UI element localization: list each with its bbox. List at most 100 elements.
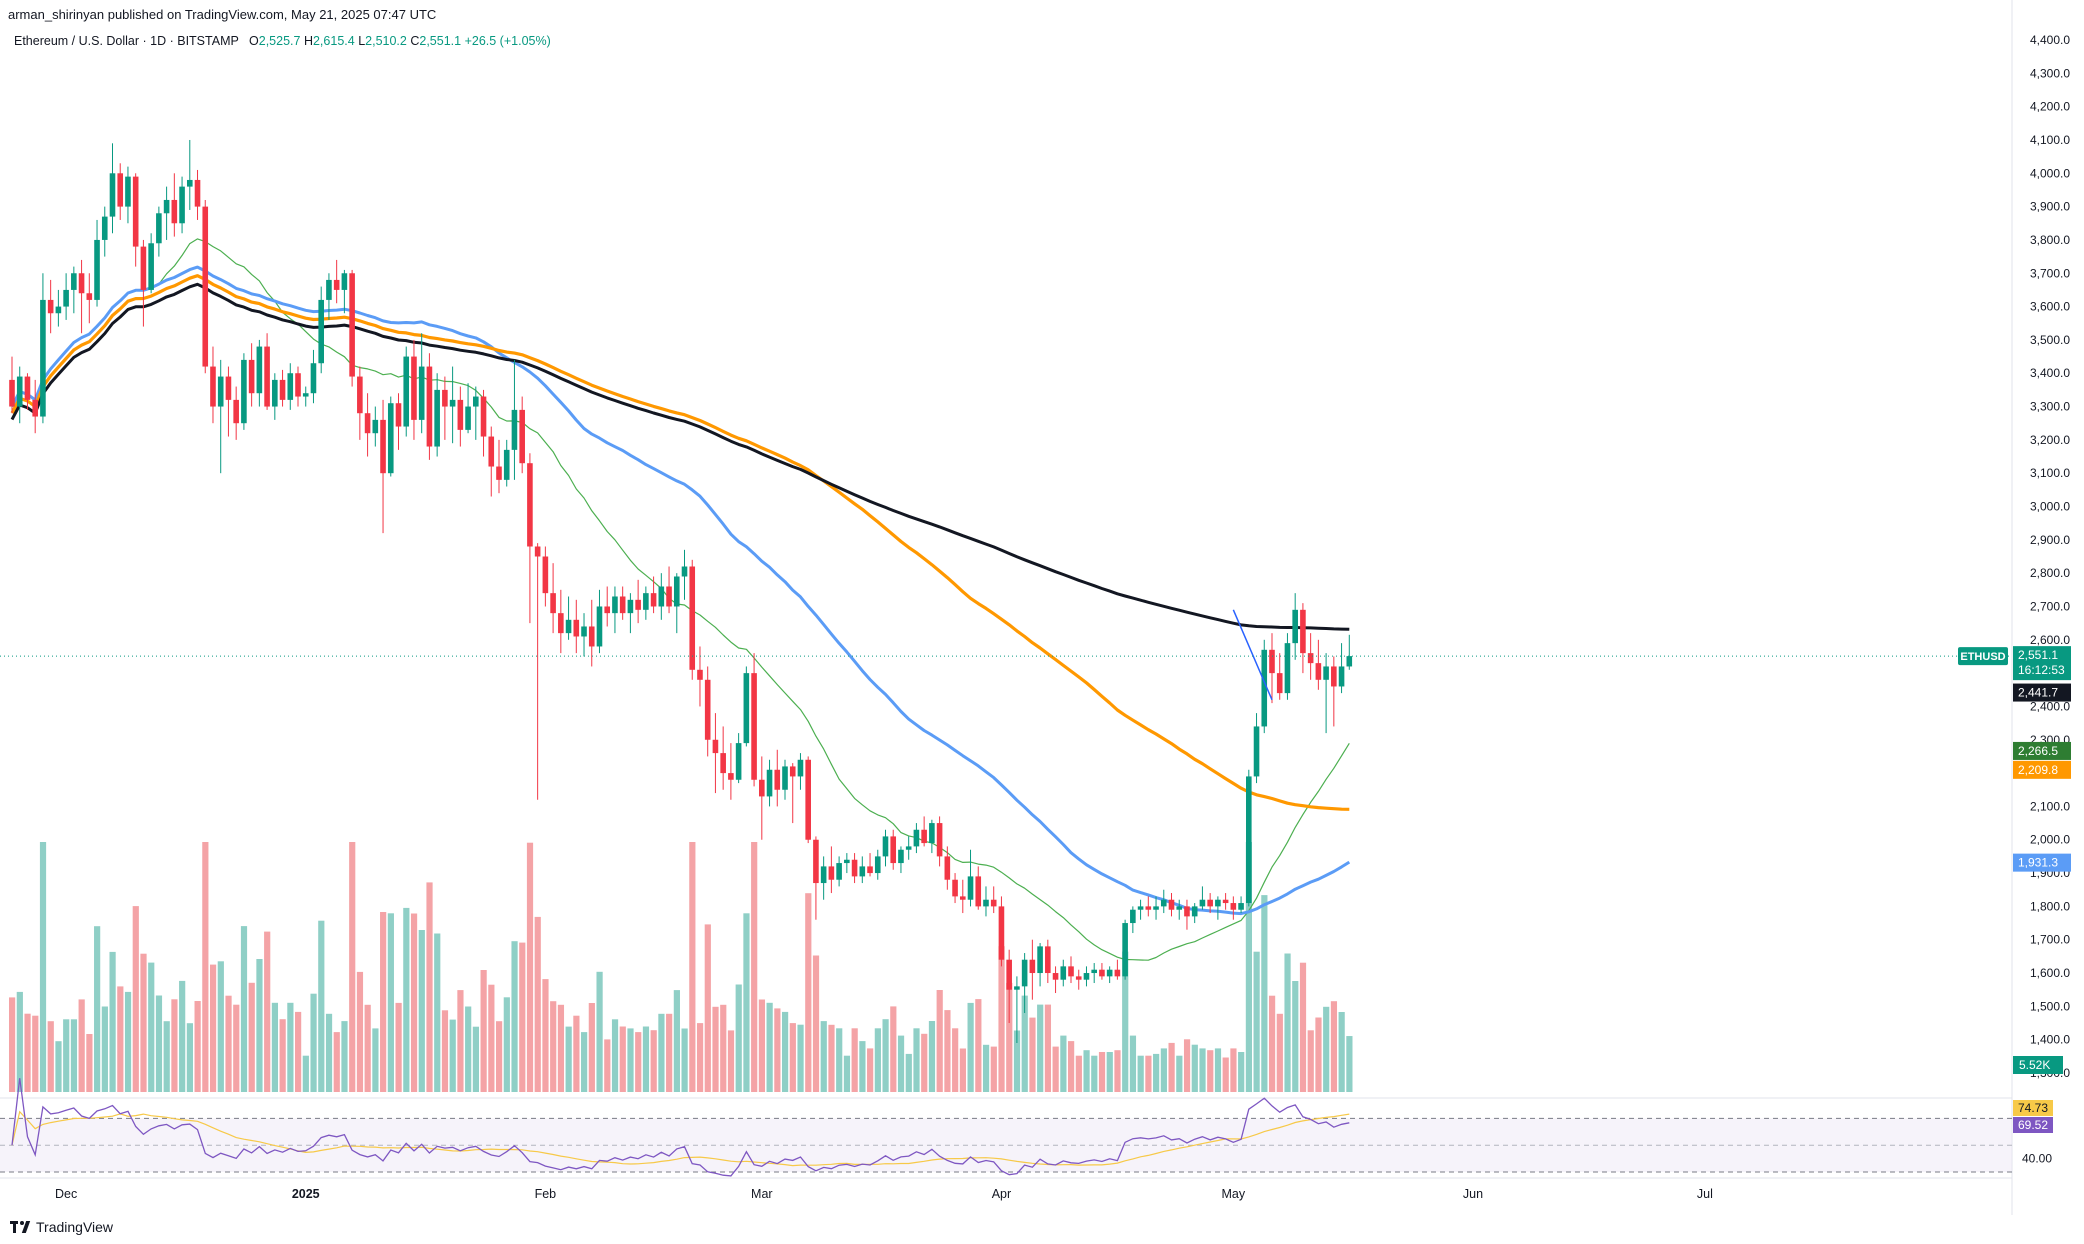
volume-bar bbox=[1129, 1035, 1137, 1092]
published-by: arman_shirinyan published on TradingView… bbox=[8, 7, 437, 22]
candle-body bbox=[78, 273, 85, 294]
candle-body bbox=[1253, 726, 1260, 777]
volume-bar bbox=[859, 1041, 866, 1092]
candle-body bbox=[797, 759, 804, 777]
volume-value: 5.52K bbox=[2019, 1058, 2050, 1072]
candle-body bbox=[588, 626, 595, 647]
candle-body bbox=[1323, 666, 1329, 680]
candle-body bbox=[1083, 973, 1090, 980]
candle-body bbox=[1191, 906, 1198, 917]
volume-bar bbox=[395, 1002, 402, 1092]
candle-body bbox=[704, 679, 711, 740]
candle-body bbox=[751, 673, 757, 780]
candle-body bbox=[202, 206, 209, 367]
volume-bar bbox=[565, 1026, 572, 1092]
volume-bar bbox=[874, 1028, 881, 1092]
candle-body bbox=[627, 599, 634, 614]
y-tick-label: 1,700.0 bbox=[2030, 933, 2070, 947]
volume-bar bbox=[921, 1033, 928, 1092]
volume-bar bbox=[1160, 1048, 1167, 1092]
volume-bar bbox=[1044, 1004, 1052, 1092]
volume-bar bbox=[225, 995, 232, 1092]
tradingview-logo[interactable]: TradingView bbox=[10, 1219, 113, 1235]
candle-body bbox=[820, 866, 827, 884]
y-tick-label: 4,300.0 bbox=[2030, 66, 2070, 80]
volume-bar bbox=[843, 1055, 851, 1092]
candle-body bbox=[186, 179, 193, 187]
candle-body bbox=[1153, 906, 1159, 910]
volume-bar bbox=[163, 1021, 170, 1092]
volume-bar bbox=[310, 993, 317, 1092]
candle-body bbox=[403, 356, 410, 427]
volume-bar bbox=[233, 1004, 240, 1092]
volume-bar bbox=[1199, 1048, 1206, 1092]
volume-bar bbox=[86, 1034, 93, 1092]
candle-body bbox=[527, 463, 533, 547]
volume-bar bbox=[148, 962, 155, 1092]
volume-bar bbox=[998, 946, 1005, 1092]
candle-body bbox=[16, 376, 23, 407]
symbol-tag-label: ETHUSD bbox=[1960, 651, 2005, 663]
candle-body bbox=[132, 176, 139, 247]
volume-bar bbox=[488, 984, 495, 1092]
volume-bar bbox=[666, 1013, 673, 1092]
volume-bar bbox=[1261, 895, 1268, 1092]
candle-body bbox=[1137, 906, 1144, 910]
volume-bar bbox=[1222, 1057, 1229, 1092]
candle-body bbox=[952, 879, 958, 897]
ma-value-label: 1,931.3 bbox=[2018, 856, 2058, 870]
volume-bar bbox=[364, 1004, 371, 1092]
volume-bar bbox=[179, 980, 186, 1092]
candle-body bbox=[959, 896, 966, 900]
candle-body bbox=[1315, 663, 1322, 680]
high-label: H bbox=[303, 34, 313, 48]
volume-bar bbox=[573, 1015, 580, 1092]
volume-bar bbox=[604, 1039, 611, 1092]
volume-bar bbox=[1060, 1035, 1067, 1092]
candle-body bbox=[1006, 959, 1012, 990]
candle-body bbox=[967, 876, 974, 900]
volume-bar bbox=[1176, 1055, 1183, 1092]
y-tick-label: 3,500.0 bbox=[2030, 333, 2070, 347]
volume-bar bbox=[774, 1008, 781, 1092]
candle-body bbox=[63, 289, 69, 307]
candle-body bbox=[457, 399, 464, 430]
candle-body bbox=[1060, 966, 1067, 980]
candle-body bbox=[349, 273, 355, 377]
volume-bar bbox=[24, 1013, 31, 1092]
candle-body bbox=[295, 373, 301, 397]
candle-body bbox=[279, 379, 286, 400]
volume-bar bbox=[905, 1053, 912, 1092]
volume-bar bbox=[820, 1021, 827, 1092]
candle-body bbox=[1021, 959, 1028, 987]
candle-body bbox=[673, 576, 680, 607]
volume-bar bbox=[1098, 1052, 1106, 1092]
volume-bar bbox=[47, 1021, 54, 1092]
volume-bar bbox=[457, 990, 464, 1092]
candle-body bbox=[248, 359, 255, 394]
candle-body bbox=[333, 279, 340, 290]
ma-blue-line bbox=[10, 265, 1351, 916]
volume-bar bbox=[78, 999, 85, 1092]
candle-body bbox=[364, 413, 371, 434]
volume-bar bbox=[302, 1055, 309, 1092]
symbol-name: Ethereum / U.S. Dollar · 1D · BITSTAMP bbox=[14, 34, 239, 48]
candle-body bbox=[1222, 899, 1229, 904]
candle-body bbox=[387, 403, 394, 474]
volume-bar bbox=[550, 1001, 557, 1092]
candle-body bbox=[302, 393, 309, 397]
candle-body bbox=[689, 566, 696, 670]
candle-body bbox=[163, 199, 170, 214]
volume-bar bbox=[743, 913, 750, 1092]
volume-bar bbox=[1245, 842, 1252, 1092]
candle-body bbox=[1276, 673, 1283, 694]
volume-bar bbox=[712, 1006, 719, 1092]
volume-bar bbox=[1091, 1055, 1098, 1092]
volume-bar bbox=[936, 990, 943, 1092]
volume-bar bbox=[526, 842, 534, 1092]
volume-bar bbox=[1083, 1050, 1090, 1092]
volume-bar bbox=[403, 907, 410, 1092]
volume-bar bbox=[928, 1021, 936, 1092]
candle-body bbox=[171, 199, 178, 224]
